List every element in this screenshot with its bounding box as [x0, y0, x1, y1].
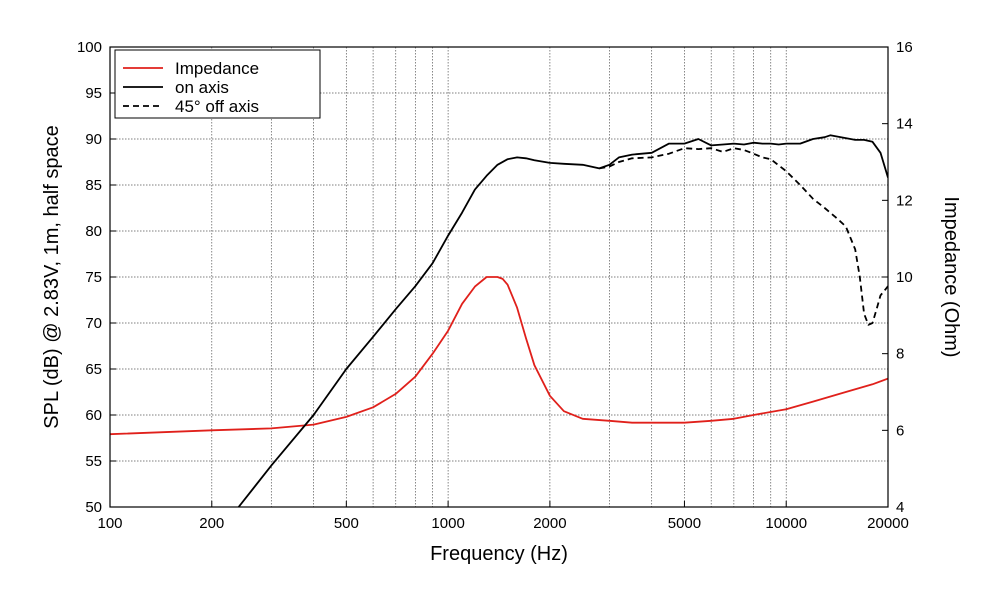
axis-labels: Frequency (Hz) SPL (dB) @ 2.83V, 1m, hal… — [41, 125, 962, 565]
y-tick-label: 60 — [85, 407, 102, 424]
y2-tick-label: 4 — [896, 499, 904, 516]
x-tick-label: 2000 — [533, 515, 566, 532]
x-tick-label: 1000 — [431, 515, 464, 532]
y-tick-label: 55 — [85, 453, 102, 470]
x-axis-label: Frequency (Hz) — [430, 543, 568, 565]
y-tick-label: 85 — [85, 177, 102, 194]
y-axis-label: SPL (dB) @ 2.83V, 1m, half space — [41, 125, 63, 428]
y2-axis-label: Impedance (Ohm) — [940, 196, 962, 357]
x-tick-label: 10000 — [765, 515, 807, 532]
y-tick-label: 95 — [85, 85, 102, 102]
y-tick-label: 80 — [85, 223, 102, 240]
y-tick-label: 70 — [85, 315, 102, 332]
y2-tick-label: 8 — [896, 346, 904, 363]
legend-box — [114, 49, 321, 119]
legend-label: Impedance — [175, 59, 259, 78]
y2-tick-label: 14 — [896, 116, 913, 133]
y2-tick-label: 12 — [896, 192, 913, 209]
x-tick-label: 200 — [199, 515, 224, 532]
y-tick-label: 75 — [85, 269, 102, 286]
legend-label: 45° off axis — [175, 97, 259, 116]
x-tick-label: 5000 — [668, 515, 701, 532]
series-layer — [110, 134, 888, 507]
x-tick-label: 100 — [97, 515, 122, 532]
ticks: 100 200 500 1000 2000 5000 10000 20000 50 55 60 65 7… — [77, 39, 913, 532]
x-tick-label: 20000 — [867, 515, 909, 532]
y-tick-label: 65 — [85, 361, 102, 378]
y2-tick-label: 6 — [896, 422, 904, 439]
y2-tick-label: 16 — [896, 39, 913, 56]
series-line-impedance — [110, 276, 888, 436]
y-tick-label: 100 — [77, 39, 102, 56]
y-tick-label: 90 — [85, 131, 102, 148]
legend-label: on axis — [175, 78, 229, 97]
x-tick-label: 500 — [334, 515, 359, 532]
series-line-on-axis — [237, 134, 888, 507]
y-tick-label: 50 — [85, 499, 102, 516]
series-line-45-off-axis — [599, 147, 888, 326]
y2-tick-label: 10 — [896, 269, 913, 286]
